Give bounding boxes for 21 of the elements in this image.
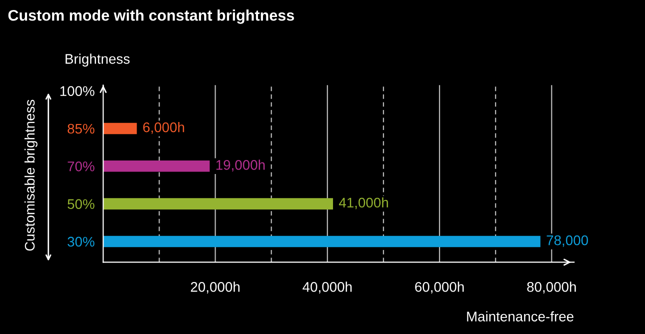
y-axis-title: Customisable brightness	[24, 100, 38, 251]
data-label: 19,000h	[216, 160, 265, 172]
x-tick-label: 60,000h	[415, 282, 464, 294]
bar	[103, 198, 334, 210]
bar	[103, 160, 210, 172]
x-tick-label: 40,000h	[302, 282, 352, 294]
x-axis-title: Maintenance-free	[467, 311, 574, 322]
y-tick-label: 70%	[68, 161, 94, 172]
chart-title: Custom mode with constant brightness	[8, 10, 294, 24]
bar	[103, 236, 540, 248]
text: Brightness	[66, 54, 130, 67]
data-label: 41,000h	[338, 197, 388, 210]
data-label: 78,000	[546, 235, 588, 247]
bar	[103, 122, 137, 134]
x-tick-label: 20,000h	[190, 282, 240, 294]
y-tick-label: 85%	[68, 124, 94, 134]
y-tick-label: 30%	[68, 236, 94, 247]
data-label: 6,000h	[143, 122, 184, 134]
x-tick-label: 80,000h	[527, 282, 576, 294]
y-tick-label: 100%	[60, 86, 94, 96]
y-tick-label: 50%	[68, 199, 94, 209]
